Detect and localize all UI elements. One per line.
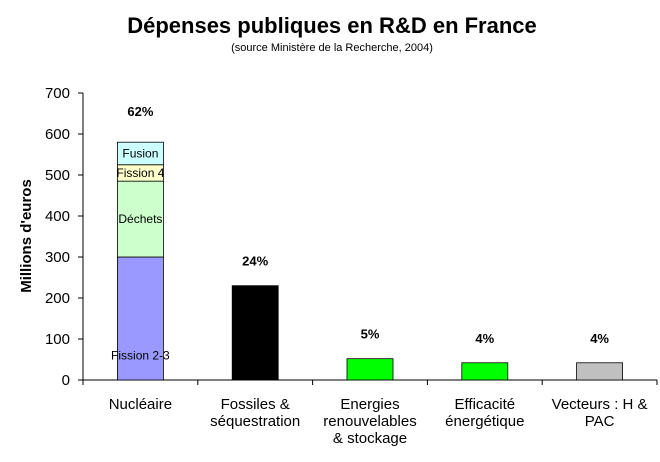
y-tick-label: 300 — [45, 249, 70, 266]
y-tick-label: 100 — [45, 331, 70, 348]
category-label: PAC — [585, 413, 615, 430]
bar-segment — [461, 362, 509, 381]
bar-segment — [117, 141, 164, 166]
category-label: Nucléaire — [109, 396, 172, 413]
category-label: Vecteurs : H & — [552, 396, 648, 413]
category-label: Efficacité — [455, 396, 516, 413]
bar-segment-label: Déchets — [118, 212, 162, 226]
category-label: séquestration — [210, 413, 300, 430]
category-label: renouvelables — [323, 413, 416, 430]
category-label: & stockage — [333, 430, 407, 447]
bar-segment — [231, 285, 279, 381]
bar-percent-label: 24% — [242, 254, 268, 269]
plot-area: 0 100 200 300 400 500 600 700 Nucléaire Fossiles … — [45, 85, 658, 447]
y-axis-label: Millions d'euros — [18, 179, 35, 293]
bar-segment — [117, 180, 164, 258]
y-tick-label: 0 — [62, 372, 70, 389]
y-tick-label: 600 — [45, 126, 70, 143]
bar-percent-label: 62% — [127, 104, 153, 119]
bar-segment-label: Fission 2-3 — [111, 348, 170, 362]
chart-subtitle: (source Ministère de la Recherche, 2004) — [231, 42, 433, 54]
bar-segment-label: Fission 4 — [116, 166, 164, 180]
category-label: Fossiles & — [221, 396, 290, 413]
bar-segment — [117, 256, 164, 381]
bar-segment — [346, 358, 394, 381]
category-label: Energies — [340, 396, 399, 413]
y-tick-label: 200 — [45, 290, 70, 307]
y-tick-label: 700 — [45, 85, 70, 102]
bar-segment-label: Fusion — [122, 146, 158, 160]
bar-percent-label: 4% — [590, 331, 609, 346]
y-tick-label: 500 — [45, 167, 70, 184]
category-label: énergétique — [445, 413, 524, 430]
bar-percent-label: 5% — [361, 327, 380, 342]
bar-segment — [576, 362, 623, 381]
chart-title: Dépenses publiques en R&D en France — [127, 13, 537, 38]
bar-percent-label: 4% — [475, 331, 494, 346]
y-tick-label: 400 — [45, 208, 70, 225]
